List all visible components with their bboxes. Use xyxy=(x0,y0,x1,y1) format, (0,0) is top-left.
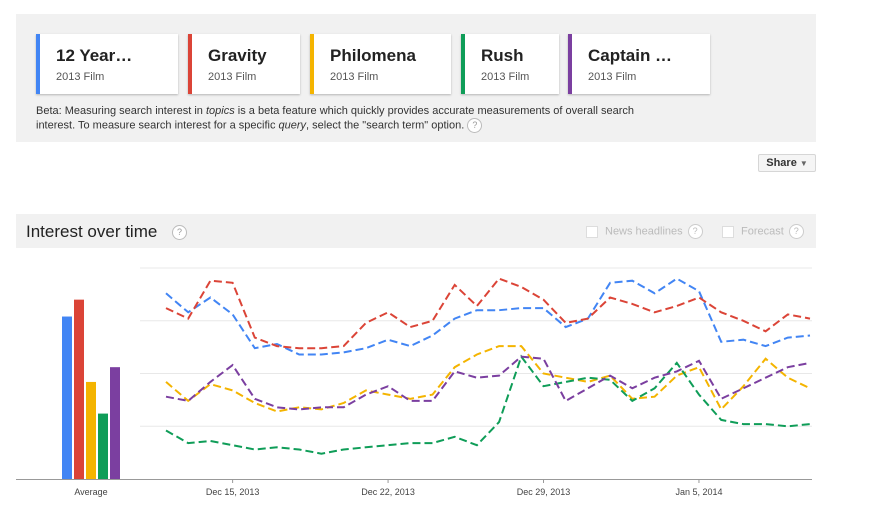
chevron-down-icon: ▼ xyxy=(799,159,808,168)
forecast-checkbox[interactable] xyxy=(722,225,734,238)
section-title-text: Interest over time xyxy=(26,222,158,241)
help-icon[interactable]: ? xyxy=(172,225,188,241)
news-headlines-checkbox[interactable] xyxy=(586,225,598,238)
topic-card-subtitle: 2013 Film xyxy=(481,71,530,83)
share-button[interactable]: Share ▼ xyxy=(758,154,816,172)
topic-card-3[interactable]: Philomena 2013 Film xyxy=(310,34,451,94)
topic-card-title: Philomena xyxy=(330,46,416,65)
interest-over-time-header: Interest over time ? News headlines? For… xyxy=(16,214,816,248)
topic-card-1[interactable]: 12 Year… 2013 Film xyxy=(36,34,178,94)
average-bar[interactable] xyxy=(86,381,96,479)
beta-notice-middle: is a beta feature which quickly provides… xyxy=(36,105,634,132)
topic-card-subtitle: 2013 Film xyxy=(330,71,379,83)
share-button-label: Share xyxy=(766,157,797,169)
beta-notice-query-word: query xyxy=(278,119,307,132)
news-headlines-label: News headlines xyxy=(605,225,683,238)
average-bar[interactable] xyxy=(62,316,72,479)
x-axis: Dec 15, 2013 Dec 22, 2013 Dec 29, 2013 Jan … xyxy=(206,479,722,497)
x-tick-label: Dec 29, 2013 xyxy=(517,487,571,497)
news-headlines-option[interactable]: News headlines? xyxy=(586,224,703,239)
topic-card-subtitle: 2013 Film xyxy=(588,71,637,83)
average-bar[interactable] xyxy=(110,367,120,479)
beta-notice-prefix: Beta: Measuring search interest in xyxy=(36,105,206,117)
series-lines xyxy=(165,277,811,455)
topic-card-title: Rush xyxy=(481,46,524,65)
series-line[interactable] xyxy=(165,345,811,413)
chart-grid xyxy=(16,267,812,480)
topic-card-4[interactable]: Rush 2013 Film xyxy=(461,34,559,94)
topic-card-title: 12 Year… xyxy=(56,46,133,65)
average-bar[interactable] xyxy=(74,299,84,479)
average-bars: Average xyxy=(62,299,120,497)
topic-card-title: Captain … xyxy=(588,46,673,65)
help-icon[interactable]: ? xyxy=(687,224,703,239)
topic-card-2[interactable]: Gravity 2013 Film xyxy=(188,34,300,94)
series-line[interactable] xyxy=(165,354,811,455)
series-line[interactable] xyxy=(165,277,811,350)
series-line[interactable] xyxy=(165,277,811,356)
beta-notice: Beta: Measuring search interest in topic… xyxy=(36,104,656,133)
beta-notice-suffix: , select the "search term" option. xyxy=(306,119,465,132)
topic-card-title: Gravity xyxy=(208,46,267,65)
help-icon[interactable]: ? xyxy=(467,118,483,133)
x-tick-label: Dec 15, 2013 xyxy=(206,487,260,497)
series-line[interactable] xyxy=(165,355,811,411)
average-label: Average xyxy=(74,487,107,497)
section-title: Interest over time ? xyxy=(26,222,188,242)
topic-card-5[interactable]: Captain … 2013 Film xyxy=(568,34,710,94)
average-bar[interactable] xyxy=(98,413,108,479)
x-tick-label: Jan 5, 2014 xyxy=(675,487,722,497)
x-tick-label: Dec 22, 2013 xyxy=(361,487,415,497)
topic-card-subtitle: 2013 Film xyxy=(56,71,105,83)
forecast-label: Forecast xyxy=(741,225,784,238)
topic-comparison-panel: 12 Year… 2013 Film Gravity 2013 Film Phi… xyxy=(16,14,816,142)
beta-notice-topics-word: topics xyxy=(205,105,235,117)
topic-card-subtitle: 2013 Film xyxy=(208,71,257,83)
help-icon[interactable]: ? xyxy=(788,224,804,239)
interest-over-time-chart[interactable]: Average Dec 15, 2013 Dec 22, 2013 Dec 29, … xyxy=(0,250,875,509)
forecast-option[interactable]: Forecast? xyxy=(722,224,804,239)
